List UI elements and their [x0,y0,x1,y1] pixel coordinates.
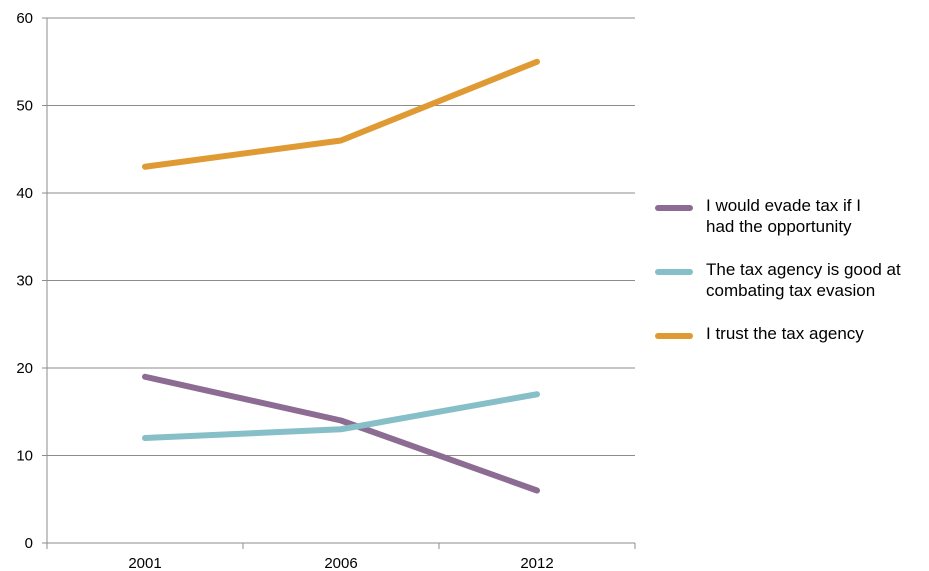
legend: I would evade tax if I had the opportuni… [655,195,925,344]
y-tick-label: 40 [16,185,33,202]
legend-swatch [655,333,693,339]
series-line-0 [142,373,540,494]
x-tick-label: 2006 [324,555,357,571]
series-lines [142,58,540,494]
axes [42,17,636,549]
series-line-1 [142,391,540,441]
legend-swatch [655,205,693,211]
x-axis-tick-labels: 2001 2006 2012 [128,555,553,571]
y-axis-tick-labels: 0 10 20 30 40 50 60 [16,10,33,552]
legend-label: The tax agency is good at combating tax … [706,260,901,300]
y-tick-label: 50 [16,98,33,115]
y-tick-label: 10 [16,448,33,465]
x-tick-label: 2001 [128,555,161,571]
legend-item: I trust the tax agency [655,323,925,344]
legend-item: I would evade tax if I had the opportuni… [655,195,925,237]
y-tick-label: 0 [25,535,33,552]
y-tick-label: 30 [16,273,33,290]
legend-label: I would evade tax if I had the opportuni… [706,196,861,236]
series-line-2 [142,58,540,170]
y-tick-label: 20 [16,360,33,377]
x-tick-label: 2012 [520,555,553,571]
legend-label: I trust the tax agency [706,324,864,343]
legend-item: The tax agency is good at combating tax … [655,259,925,301]
gridlines [47,17,635,456]
y-tick-label: 60 [16,10,33,27]
legend-swatch [655,269,693,275]
